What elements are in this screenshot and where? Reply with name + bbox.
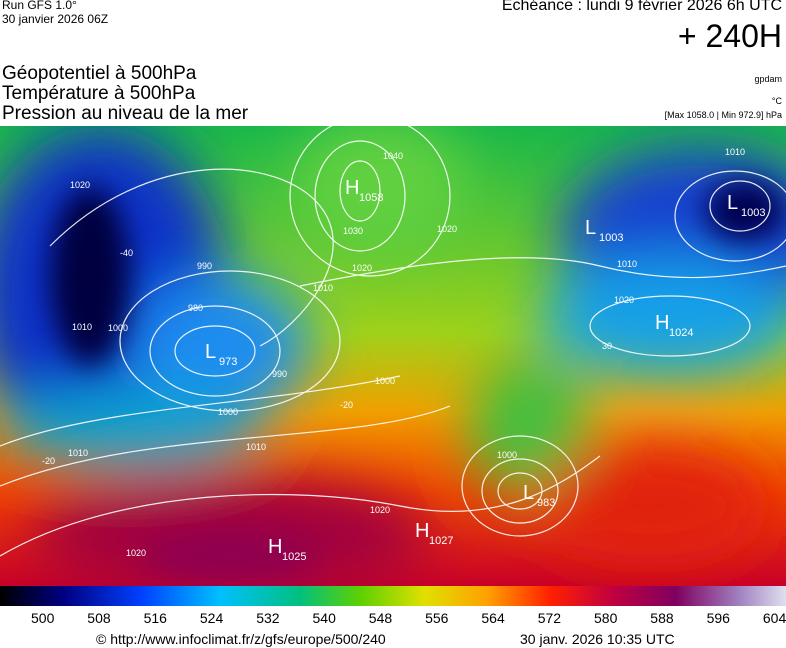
center-value: 1058 [359,192,383,204]
isobar-label: 1040 [383,151,403,161]
run: Run GFS 1.0° [2,0,77,12]
run-date: 30 janvier 2026 06Z [2,12,109,26]
colorbar-label: 572 [537,610,562,626]
isobar-label: 1000 [218,407,238,417]
isobar-label: 1000 [497,450,517,460]
isobar-label: 980 [188,303,203,313]
isobar-label: 1000 [108,323,128,333]
center-value: 983 [537,497,555,509]
center-type: L [205,341,216,363]
isobar-label: 1010 [725,147,745,157]
isobar-label: 1020 [437,224,457,234]
isobar-label: -20 [42,456,55,466]
title: Géopotentiel à 500hPa [2,63,197,84]
center-value: 1027 [429,535,453,547]
center-type: L [523,482,534,504]
colorbar-label: 500 [31,610,55,626]
colorbar-label: 524 [199,610,224,626]
colorbar-label: 596 [706,610,730,626]
colorbar-label: 540 [312,610,336,626]
colorbar-label: 548 [368,610,393,626]
isobar-label: 30 [602,341,612,351]
title: Température à 500hPa [2,83,196,104]
center-value: 1025 [282,551,306,563]
isobar-label: 990 [197,261,212,271]
colorbar-label: 564 [481,610,505,626]
colorbar [0,586,786,606]
lead-time: + 240H [677,18,782,54]
unit: °C [771,96,782,106]
valid-time: Echéance : lundi 9 février 2026 6h UTC [501,0,782,14]
center-value: 1024 [669,327,693,339]
isobar-label: 1010 [68,448,88,458]
colorbar-label: 556 [425,610,449,626]
center-type: H [345,177,359,199]
isobar-label: 1000 [375,376,395,386]
colorbar-label: 532 [256,610,280,626]
title: Pression au niveau de la mer [2,103,249,124]
isobar-label: 990 [272,369,287,379]
center-value: 1003 [599,232,623,244]
isobar-label: 1020 [370,505,390,515]
isobar-label: 1020 [126,548,146,558]
unit: gpdam [754,74,782,84]
center-type: L [727,192,738,214]
isobar-label: 1010 [246,442,266,452]
colorbar-label: 508 [87,610,111,626]
isobar-label: -40 [120,248,133,258]
colorbar-label: 588 [650,610,674,626]
isobar-label: 1010 [313,283,333,293]
colorbar-label: 604 [762,610,786,626]
isobar-label: -20 [340,400,353,410]
generated: 30 janv. 2026 10:35 UTC [520,631,675,647]
isobar-label: 1010 [72,322,92,332]
isobar-label: 1020 [70,180,90,190]
isobar-label: 1010 [617,259,637,269]
colorbar-label: 516 [143,610,167,626]
center-type: L [585,217,596,239]
center-type: H [655,312,669,334]
isobar-label: 1030 [343,226,363,236]
center-type: H [268,536,282,558]
center-value: 1003 [741,207,765,219]
unit: [Max 1058.0 | Min 972.9] hPa [664,110,782,120]
isobar-label: 1020 [352,263,372,273]
colorbar-label: 580 [594,610,618,626]
isobar-label: 1020 [614,295,634,305]
source: © http://www.infoclimat.fr/z/gfs/europe/… [96,631,386,647]
center-value: 973 [219,356,237,368]
center-type: H [415,520,429,542]
